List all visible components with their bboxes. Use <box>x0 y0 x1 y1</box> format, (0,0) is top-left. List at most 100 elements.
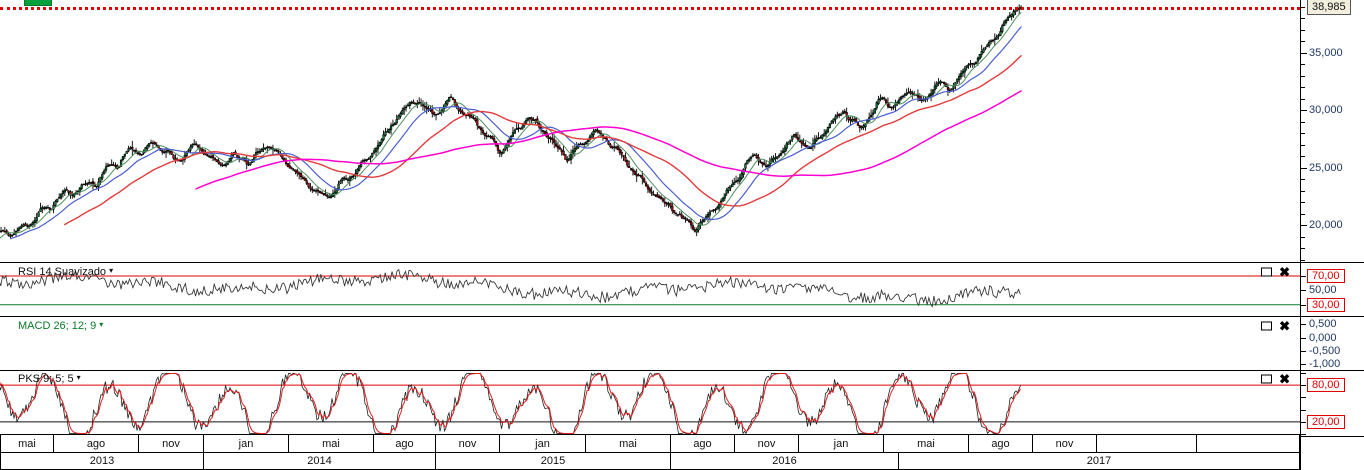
price-panel[interactable] <box>0 0 1300 262</box>
axis-tick <box>1301 351 1306 352</box>
axis-tick <box>1301 276 1306 277</box>
pks-panel[interactable]: PKS 9; 5; 5 ▾ ✖ <box>0 370 1300 435</box>
axis-tick <box>1301 167 1307 169</box>
date-axis-month: ago <box>374 435 436 452</box>
axis-tick <box>1301 290 1306 292</box>
axis-tick <box>1301 434 1306 436</box>
axis-tick <box>1301 248 1305 250</box>
axis-tick <box>1301 98 1305 100</box>
axis-tick <box>1301 121 1305 123</box>
close-icon[interactable]: ✖ <box>1279 318 1290 334</box>
date-axis-month: jan <box>799 435 884 452</box>
date-axis-month <box>1097 435 1197 452</box>
axis-tick <box>1301 29 1305 31</box>
date-axis-month: ago <box>969 435 1033 452</box>
date-axis-month: nov <box>735 435 799 452</box>
date-axis-month: nov <box>1033 435 1097 452</box>
macd-panel-controls[interactable]: ✖ <box>1261 318 1290 334</box>
date-axis-years[interactable]: 2013 2014 2015 2016 2017 <box>0 453 1300 470</box>
axis-tick <box>1301 337 1306 339</box>
macd-panel[interactable]: #e05a5a MACD 26; 12; 9▾ ✖ <box>0 316 1300 370</box>
macd-axis-label: 0,500 <box>1309 318 1337 331</box>
date-axis-month: mai <box>884 435 969 452</box>
macd-indicator-label[interactable]: MACD 26; 12; 9 ▾ <box>18 320 103 332</box>
rsi-panel[interactable]: RSI 14 Suavizado ▾ ✖ <box>0 262 1300 316</box>
rsi-plot-area[interactable] <box>0 263 1300 316</box>
date-axis-month: mai <box>289 435 374 452</box>
pks-axis-label: 20,00 <box>1307 414 1345 429</box>
date-axis-month: jan <box>204 435 289 452</box>
rsi-label-text: RSI 14 Suavizado <box>18 266 107 278</box>
axis-tick <box>1301 133 1305 135</box>
pks-plot-area[interactable] <box>0 371 1300 434</box>
macd-chart-svg: #e05a5a <box>0 317 1300 370</box>
axis-tick <box>1301 6 1305 8</box>
current-price-badge[interactable]: 38,985 <box>1307 0 1351 16</box>
price-plot-area[interactable] <box>0 0 1300 262</box>
date-axis-month <box>1197 435 1300 452</box>
axis-tick <box>1301 409 1306 411</box>
axis-tick <box>1301 225 1307 227</box>
session-marker <box>24 0 52 6</box>
date-axis-month: mai <box>586 435 671 452</box>
date-axis-year: 2013 <box>0 453 204 469</box>
axis-tick <box>1301 75 1305 77</box>
date-axis-months[interactable]: mai ago nov jan mai ago nov jan mai ago nov jan mai a… <box>0 435 1300 453</box>
axis-tick <box>1301 259 1305 261</box>
axis-tick <box>1301 41 1305 43</box>
pks-label-text: PKS 9; 5; 5 <box>18 373 74 385</box>
axis-tick <box>1301 324 1306 326</box>
pks-indicator-label[interactable]: PKS 9; 5; 5 ▾ <box>18 373 81 385</box>
close-icon[interactable]: ✖ <box>1279 264 1290 280</box>
right-axis-gutter[interactable]: 35,000 30,000 25,000 20,000 38,985 70,00 50,0… <box>1300 0 1364 470</box>
pks-axis-label: 80,00 <box>1307 378 1345 393</box>
axis-tick <box>1301 87 1305 89</box>
macd-axis-label: -1,000 <box>1309 358 1341 371</box>
macd-axis-label: -0,500 <box>1309 345 1341 357</box>
axis-tick <box>1301 364 1306 366</box>
rsi-panel-controls[interactable]: ✖ <box>1261 264 1290 280</box>
price-axis[interactable]: 35,000 30,000 25,000 20,000 38,985 <box>1301 0 1364 262</box>
rsi-axis-label: 70,00 <box>1307 269 1345 283</box>
restore-icon[interactable] <box>1261 267 1273 277</box>
axis-tick <box>1301 179 1305 181</box>
axis-tick <box>1301 397 1306 399</box>
date-axis-year: 2015 <box>436 453 671 469</box>
pks-axis[interactable]: 80,00 20,00 <box>1301 370 1364 437</box>
pks-panel-controls[interactable]: ✖ <box>1261 371 1290 387</box>
restore-icon[interactable] <box>1261 374 1273 384</box>
chevron-down-icon[interactable]: ▾ <box>76 373 81 382</box>
axis-tick <box>1301 304 1306 306</box>
price-axis-label: 25,000 <box>1309 161 1343 174</box>
axis-tick <box>1301 156 1305 158</box>
axis-tick <box>1301 236 1305 238</box>
axis-tick <box>1301 385 1306 387</box>
axis-tick <box>1301 18 1305 20</box>
date-axis-month: nov <box>139 435 204 452</box>
axis-tick <box>1301 202 1305 204</box>
rsi-axis-label: 30,00 <box>1307 297 1345 312</box>
price-axis-label: 30,000 <box>1309 104 1343 117</box>
axis-tick <box>1301 372 1306 374</box>
axis-tick <box>1301 110 1307 112</box>
date-axis-month: nov <box>436 435 500 452</box>
date-axis[interactable]: mai ago nov jan mai ago nov jan mai ago nov jan mai a… <box>0 435 1300 470</box>
axis-tick <box>1301 144 1305 146</box>
axis-tick <box>1301 213 1305 215</box>
close-icon[interactable]: ✖ <box>1279 371 1290 387</box>
rsi-indicator-label[interactable]: RSI 14 Suavizado ▾ <box>18 266 113 278</box>
macd-axis[interactable]: 0,500 0,000 -0,500 -1,000 <box>1301 316 1364 371</box>
restore-icon[interactable] <box>1261 321 1273 331</box>
macd-label-text: MACD 26; 12; 9 <box>18 320 97 332</box>
date-axis-year: 2017 <box>899 453 1300 469</box>
chevron-down-icon[interactable]: ▾ <box>109 266 114 275</box>
chevron-down-icon[interactable]: ▾ <box>99 320 104 329</box>
rsi-axis[interactable]: 70,00 50,00 30,00 <box>1301 262 1364 317</box>
price-chart-svg <box>0 4 1023 240</box>
rsi-chart-svg <box>0 268 1300 308</box>
macd-plot-area[interactable]: #e05a5a <box>0 317 1300 370</box>
axis-tick <box>1301 64 1305 66</box>
pks-chart-svg <box>0 372 1300 434</box>
date-axis-month: ago <box>54 435 139 452</box>
